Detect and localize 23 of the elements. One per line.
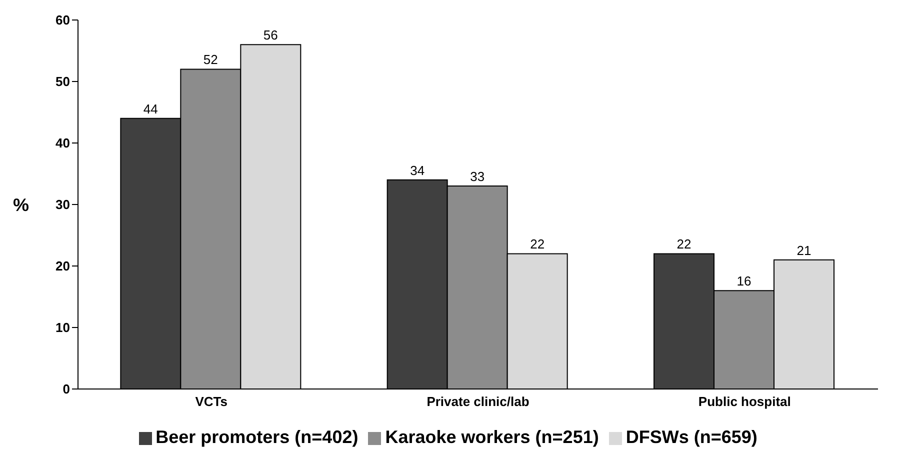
y-tick-label: 40 (56, 136, 70, 151)
y-tick-label: 0 (62, 382, 70, 397)
data-label: 44 (143, 101, 158, 116)
data-label: 16 (736, 274, 752, 289)
data-label: 22 (530, 236, 545, 252)
legend-label: Karaoke workers (n=251) (385, 427, 599, 447)
x-tick-label: VCTs (195, 394, 228, 410)
data-label: 56 (263, 28, 278, 43)
data-label: 52 (203, 52, 218, 68)
data-label: 34 (410, 162, 425, 178)
data-label: 33 (470, 169, 485, 184)
y-axis-title: % (13, 194, 30, 215)
y-tick-label: 60 (56, 12, 70, 28)
y-tick-label: 30 (56, 197, 70, 212)
data-label: 21 (796, 242, 812, 258)
legend-label: DFSWs (n=659) (626, 427, 758, 447)
x-tick-label: Private clinic/lab (426, 394, 530, 410)
y-tick-label: 50 (56, 74, 70, 90)
x-tick-label: Public hospital (698, 394, 791, 410)
data-label: 22 (676, 236, 692, 252)
legend-label: Beer promoters (n=402) (156, 427, 358, 447)
y-tick-label: 10 (56, 320, 70, 336)
y-tick-label: 20 (56, 258, 70, 274)
